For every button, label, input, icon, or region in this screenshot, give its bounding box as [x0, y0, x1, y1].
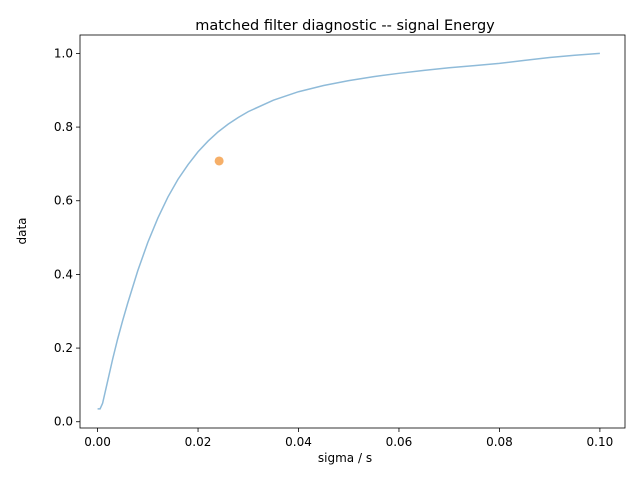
y-axis: 0.0 0.2 0.4 0.6 0.8 1.0 — [54, 46, 80, 429]
y-tick-label: 0.4 — [54, 267, 73, 281]
x-tick-label: 0.02 — [185, 435, 212, 449]
y-tick-label: 0.2 — [54, 341, 73, 355]
y-tick-label: 0.0 — [54, 415, 73, 429]
x-tick-label: 0.06 — [386, 435, 413, 449]
x-tick-label: 0.00 — [84, 435, 111, 449]
y-tick-label: 0.6 — [54, 194, 73, 208]
y-tick-label: 0.8 — [54, 120, 73, 134]
x-axis: 0.00 0.02 0.04 0.06 0.08 0.10 — [84, 428, 613, 449]
y-axis-label: data — [15, 217, 29, 244]
series-line — [97, 52, 600, 410]
plot-area — [79, 34, 626, 429]
plot-frame — [79, 34, 626, 429]
x-tick-label: 0.10 — [587, 435, 614, 449]
x-tick-label: 0.08 — [486, 435, 513, 449]
x-axis-label: sigma / s — [318, 451, 372, 465]
x-tick-label: 0.04 — [285, 435, 312, 449]
highlight-point — [214, 156, 224, 166]
chart-title: matched filter diagnostic -- signal Ener… — [195, 18, 495, 34]
y-tick-label: 1.0 — [54, 46, 73, 60]
